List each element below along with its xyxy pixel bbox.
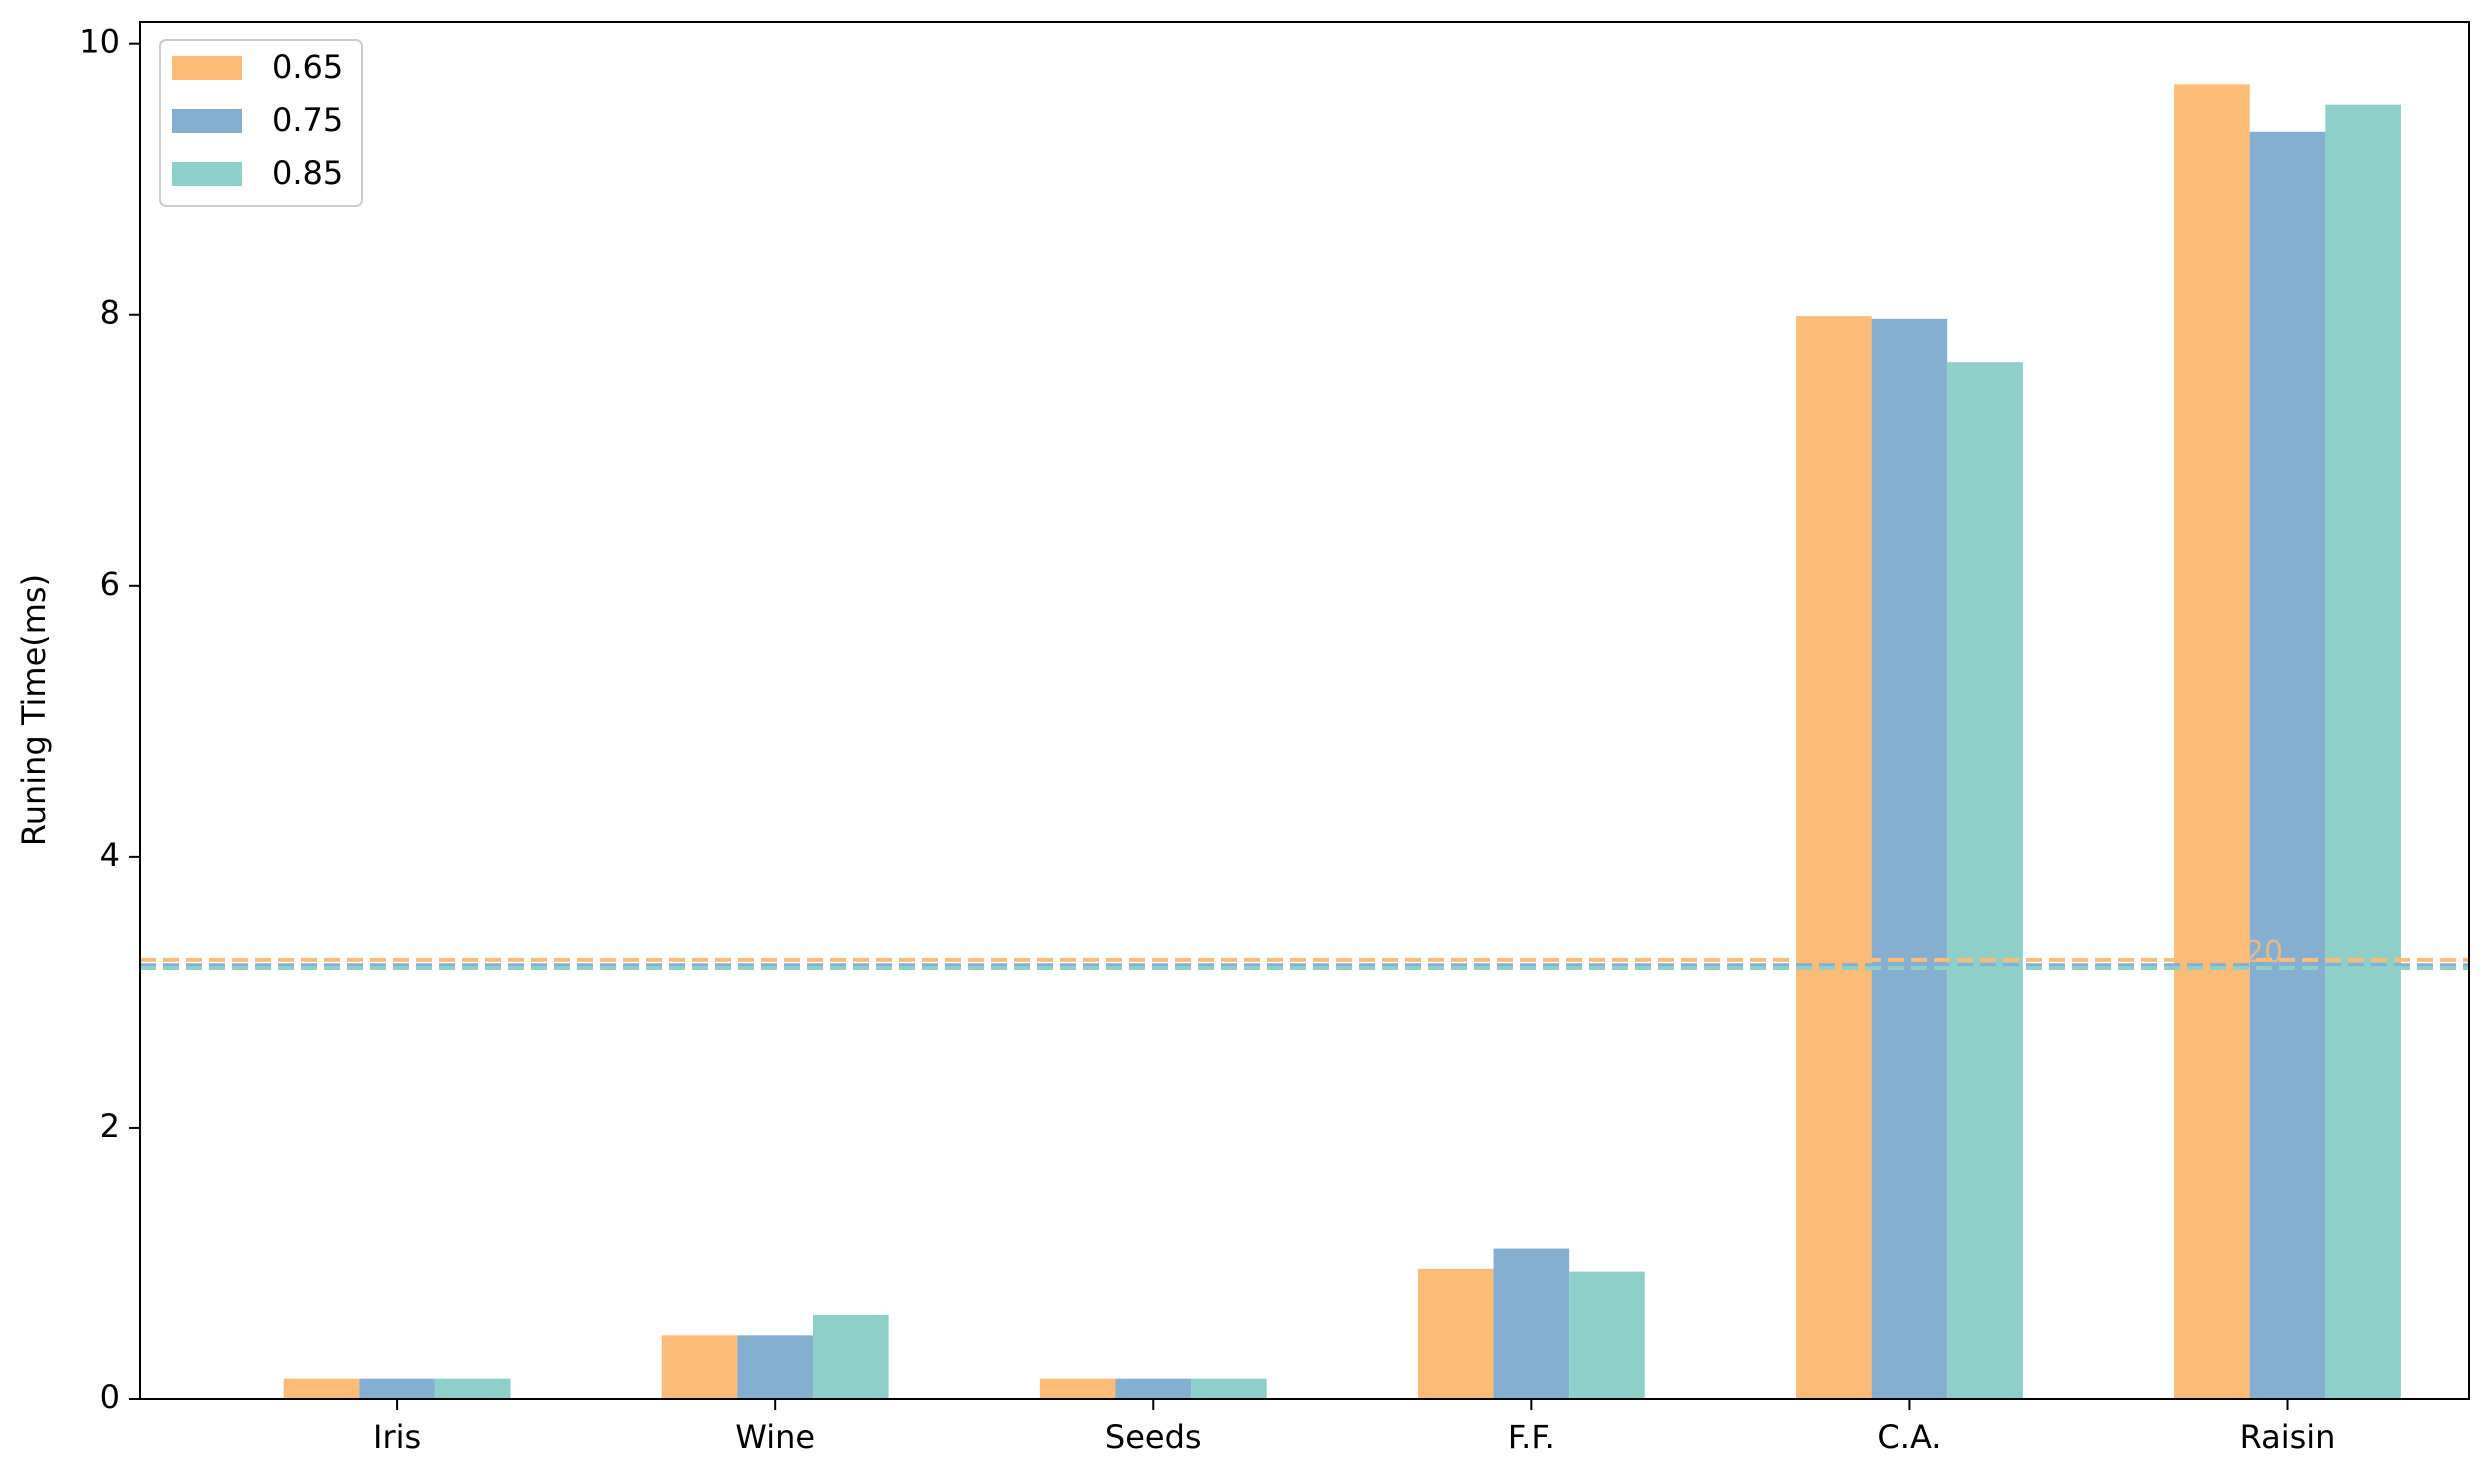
x-tick-label: Raisin (2240, 1418, 2336, 1456)
legend-swatch (172, 109, 242, 133)
bar (737, 1335, 813, 1399)
bar (1115, 1378, 1192, 1399)
x-tick-label: Wine (735, 1418, 815, 1456)
bar (2249, 131, 2326, 1399)
x-tick-label: C.A. (1877, 1418, 1941, 1456)
bar (1796, 316, 1872, 1400)
bar (1417, 1268, 1494, 1399)
bar (1191, 1378, 1267, 1399)
bar (1569, 1271, 1645, 1399)
y-tick-label: 2 (100, 1107, 120, 1145)
bar (1871, 318, 1948, 1399)
legend-label: 0.65 (272, 48, 343, 86)
bar (359, 1378, 435, 1399)
y-tick-label: 8 (100, 294, 120, 332)
y-tick-label: 0 (100, 1378, 120, 1416)
x-tick-label: F.F. (1508, 1418, 1555, 1456)
legend-label: 0.85 (272, 154, 343, 192)
legend-label: 0.75 (272, 101, 343, 139)
bar (661, 1335, 738, 1399)
x-tick-label: Iris (373, 1418, 421, 1456)
x-tick-label: Seeds (1105, 1418, 1202, 1456)
plot-frame (139, 21, 2470, 1400)
bar (2174, 84, 2250, 1400)
legend-swatch (172, 56, 242, 80)
y-axis-label: Runing Time(ms) (15, 574, 53, 846)
bar (812, 1314, 889, 1399)
bar (283, 1378, 360, 1399)
bar (2325, 104, 2401, 1400)
bar (1039, 1378, 1116, 1399)
legend-swatch (172, 162, 242, 186)
bar (434, 1378, 511, 1399)
bar (1493, 1248, 1570, 1399)
bar (1947, 362, 2023, 1399)
mean-annotation: 3.20 (2216, 935, 2283, 970)
y-tick-label: 10 (79, 23, 120, 61)
y-tick-label: 6 (100, 565, 120, 603)
y-tick-label: 4 (100, 836, 120, 874)
